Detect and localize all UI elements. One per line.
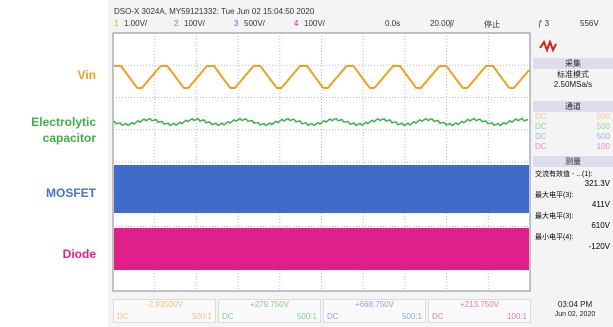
measure-name: 最小电平(4): [535,234,574,241]
acquire-title: 采集 [533,58,613,69]
label-diode: Diode [62,247,96,261]
footer-box: +213.750V DC 100:1 [428,299,531,323]
logo [539,39,557,53]
trigger-level: 556V [580,19,599,28]
offset: -2.93500V [146,300,183,309]
time-offset: 0.0s [385,19,401,28]
probe: 500:1 [296,312,317,321]
probe: 100:1 [506,312,527,321]
side-panel: 采集 标准模式 2.50MSa/s 通道 DC 500 DC 500 DC 500 DC 10… [533,56,613,251]
footer-box: +279.750V DC 500:1 [218,299,321,323]
trigger: ƒ 3 [538,19,550,28]
scope-title: DSO-X 3024A, MY59121332: Tue Jun 02 15:0… [114,7,315,16]
measure-name: 交流有效值 - ...(1): [535,171,593,178]
capacitor-wave [113,117,529,127]
timebase: 20.00ʃ/ [430,19,455,28]
probe: 100 [596,142,610,151]
measure-title: 测量 [533,156,613,167]
channel-row: 1 1.00V/2 100V/3 500V/4 100V/ [114,19,534,29]
coupling: DC [327,312,339,321]
rate: 2.50MSa/s [553,80,593,89]
vin-wave [114,65,530,89]
channel-num: 2 [174,19,179,28]
probe: 500 [596,132,610,141]
channels-title: 通道 [533,101,613,112]
status: 停止 [484,20,500,29]
label-vin: Vin [77,68,96,82]
measure-value: 411V [591,200,610,209]
coupling: DC [222,312,234,321]
channel-scale: 500V/ [244,19,265,28]
channel-num: 3 [234,19,239,28]
measure-value: -120V [588,242,610,251]
clock-date: Jun 02, 2020 [554,311,596,318]
footer: -2.93500V DC 500:1 +279.750V DC 500:1 +668.750… [113,299,533,323]
panel-channel: DC 500 [533,132,613,142]
panel-channel: DC 100 [533,142,613,152]
probe: 500 [596,122,610,131]
probe: 500 [596,112,610,121]
coupling: DC [535,142,547,151]
offset: +279.750V [250,300,289,309]
offset: +213.750V [460,300,499,309]
measure-name: 最大电平(3): [535,192,574,199]
coupling: DC [117,312,129,321]
channel-num: 4 [294,19,299,28]
measure-value: 610V [591,221,610,230]
footer-box: -2.93500V DC 500:1 [113,299,216,323]
probe: 500:1 [401,312,422,321]
label-mosfet: MOSFET [46,186,96,200]
coupling: DC [535,122,547,131]
panel-channel: DC 500 [533,122,613,132]
panel-channel: DC 500 [533,112,613,122]
measurements: 交流有效值 - ...(1): 321.3V 最大电平(3): 411V 最大电平(3)… [533,169,613,251]
probe: 500:1 [191,312,212,321]
coupling: DC [535,132,547,141]
label-capacitor: Electrolytic capacitor [31,115,96,145]
mosfet-wave [114,165,529,213]
clock-time: 03:04 PM [557,300,593,309]
offset: +668.750V [355,300,394,309]
diode-wave [114,228,529,270]
footer-box: +668.750V DC 500:1 [323,299,426,323]
mode: 标准模式 [557,70,589,79]
coupling: DC [432,312,444,321]
channel-scale: 100V/ [304,19,325,28]
panel-channels: DC 500 DC 500 DC 500 DC 100 [533,112,613,152]
channel-scale: 1.00V/ [124,19,148,28]
measure-value: 321.3V [584,179,610,188]
channel-num: 1 [114,19,119,28]
coupling: DC [535,112,547,121]
channel-scale: 100V/ [184,19,205,28]
measure-name: 最大电平(3): [535,213,574,220]
